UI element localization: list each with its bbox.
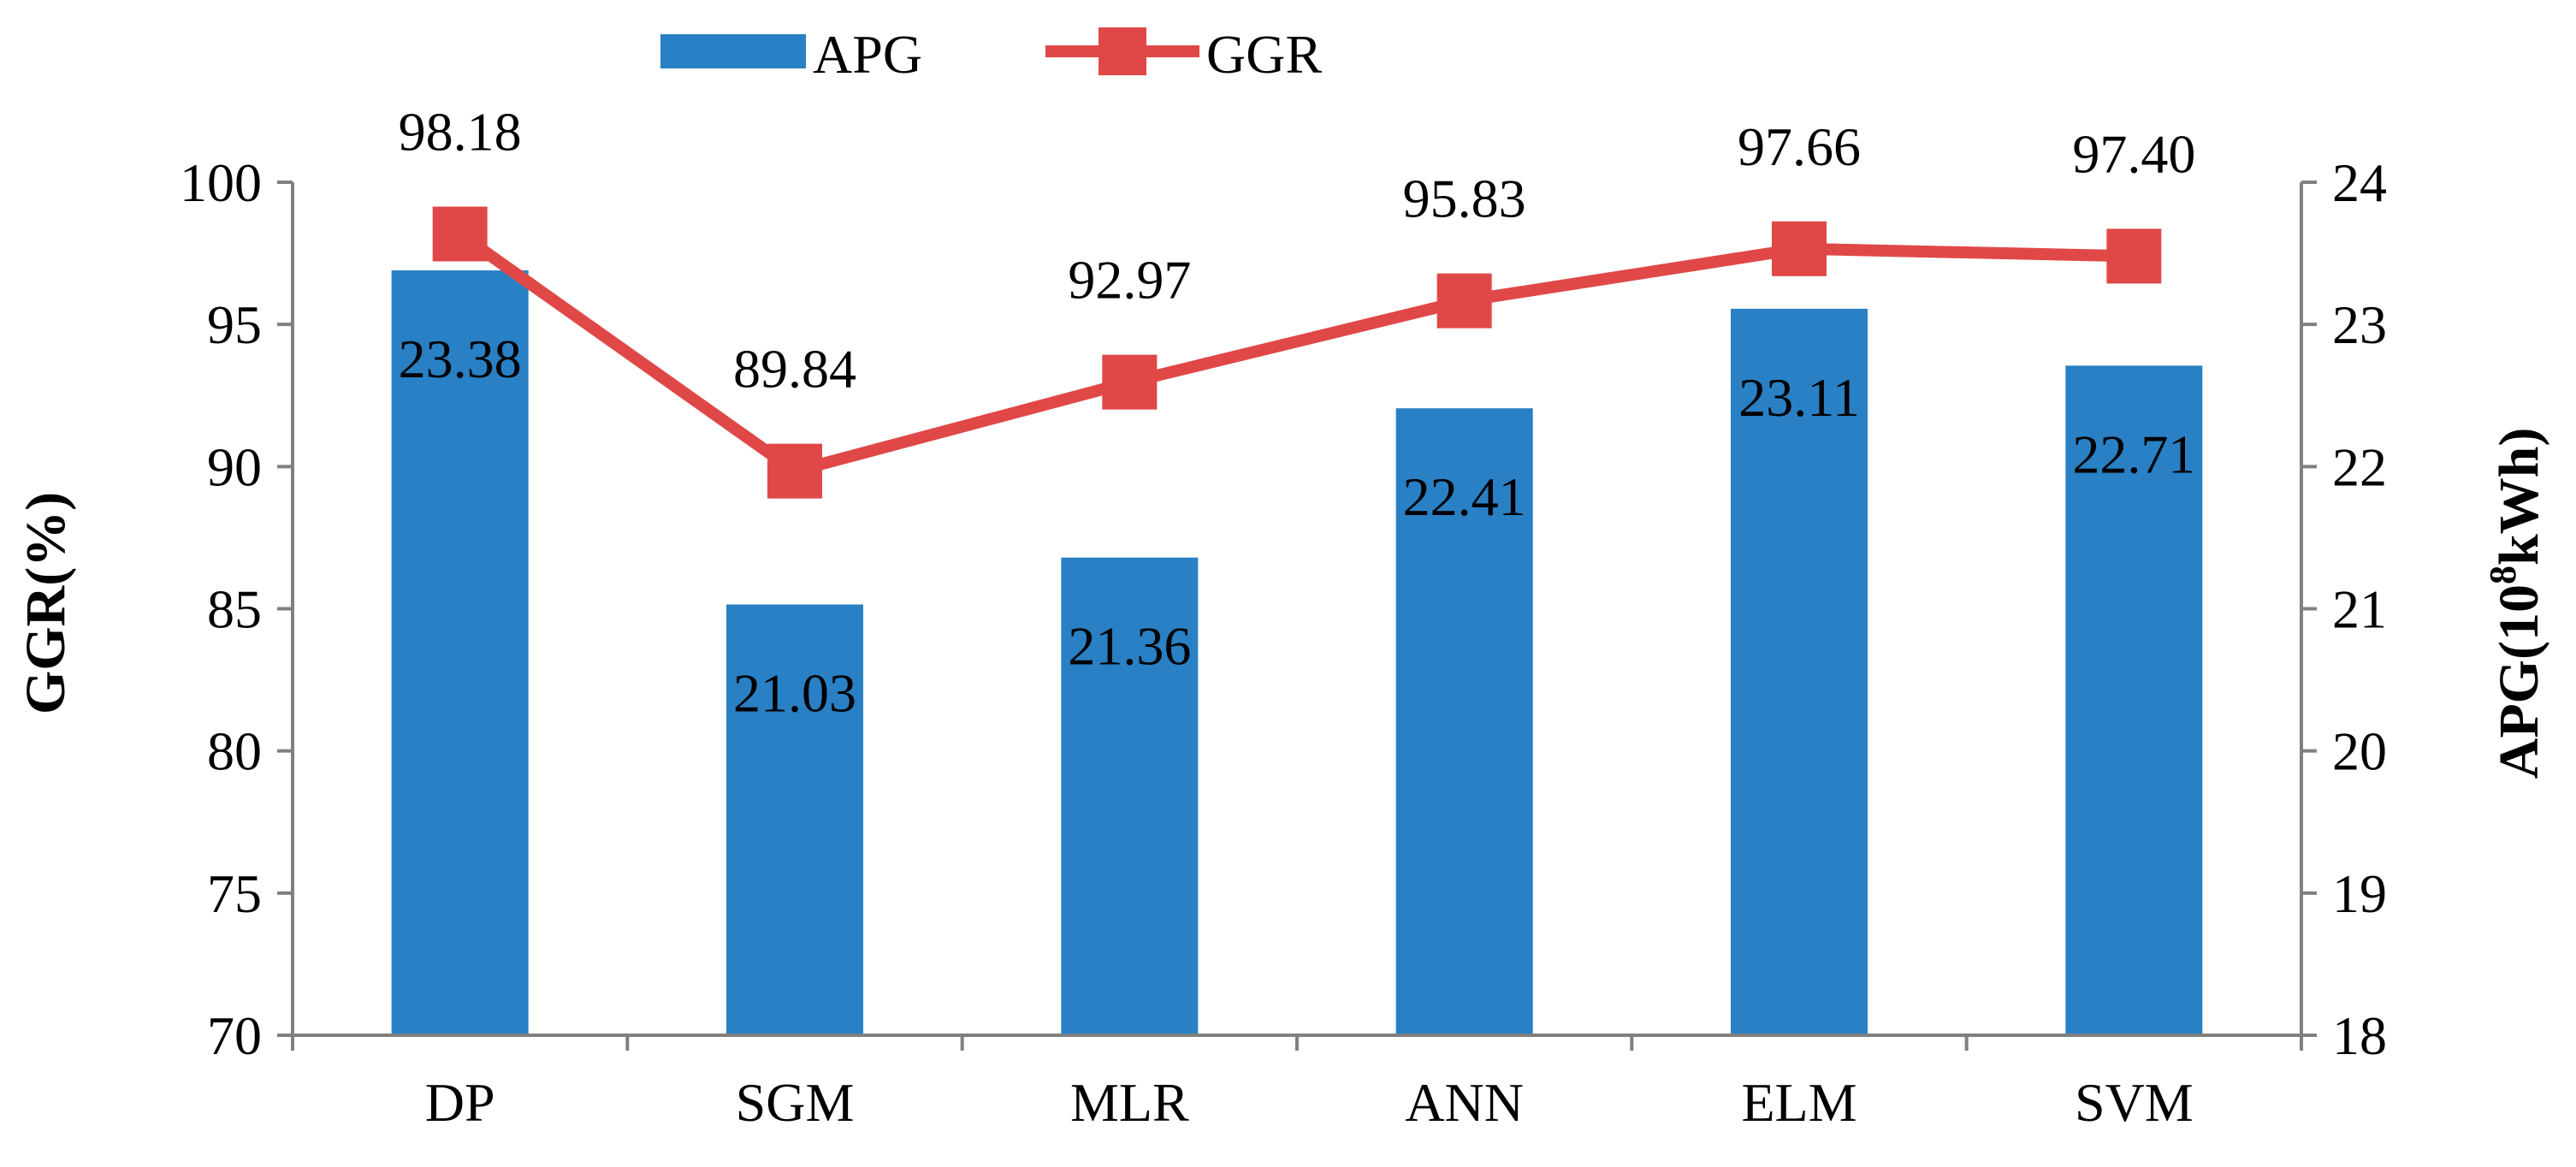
legend: APG GGR <box>660 24 1322 85</box>
legend-apg-label: APG <box>813 24 922 85</box>
apg-bar <box>1061 557 1199 1035</box>
right-axis-title-suffix: kWh) <box>2488 428 2550 566</box>
right-tick-label: 21 <box>2332 579 2387 640</box>
left-tick-label: 85 <box>207 579 262 640</box>
ggr-marker <box>1772 221 1827 276</box>
ggr-line <box>456 228 2135 477</box>
right-axis-ticks: 18 19 20 21 22 23 24 <box>2301 152 2387 1066</box>
ggr-data-label: 97.40 <box>2072 123 2195 184</box>
ggr-data-labels: 98.18 89.84 92.97 95.83 97.66 97.40 <box>399 101 2196 399</box>
right-tick-label: 20 <box>2332 721 2387 782</box>
x-tick-label: MLR <box>1070 1072 1189 1133</box>
x-tick-label: ANN <box>1405 1072 1524 1133</box>
x-tick-label: SVM <box>2075 1072 2194 1133</box>
right-axis-title-prefix: APG(10 <box>2488 584 2550 779</box>
apg-bar <box>726 604 863 1035</box>
ggr-data-label: 92.97 <box>1068 250 1191 311</box>
left-tick-label: 70 <box>207 1005 262 1066</box>
x-tick-label: SGM <box>736 1072 855 1133</box>
left-axis-title: GGR(%) <box>15 492 77 714</box>
left-tick-label: 80 <box>207 721 262 782</box>
left-tick-label: 90 <box>207 436 262 497</box>
left-tick-label: 95 <box>207 294 262 355</box>
ggr-marker <box>1102 354 1158 410</box>
right-tick-label: 22 <box>2332 436 2387 497</box>
x-tick-label: DP <box>425 1072 495 1133</box>
legend-apg-swatch <box>660 34 806 68</box>
ggr-markers <box>432 206 2162 499</box>
right-tick-label: 23 <box>2332 294 2387 355</box>
ggr-data-label: 89.84 <box>733 339 856 400</box>
legend-ggr-marker <box>1099 27 1146 75</box>
apg-bar <box>391 270 529 1036</box>
ggr-marker <box>2106 228 2162 284</box>
right-axis-title-superscript: 8 <box>2482 566 2524 584</box>
left-tick-label: 100 <box>180 152 262 213</box>
apg-data-label: 21.03 <box>733 663 856 724</box>
left-tick-label: 75 <box>207 863 262 924</box>
ggr-marker <box>767 443 822 499</box>
apg-bar <box>2065 365 2203 1036</box>
apg-bar <box>1395 408 1533 1036</box>
apg-bar <box>1731 308 1868 1036</box>
apg-data-labels: 23.38 21.03 21.36 22.41 23.11 22.71 <box>399 329 2196 723</box>
x-tick-label: ELM <box>1741 1072 1856 1133</box>
right-tick-label: 18 <box>2332 1005 2387 1066</box>
ggr-marker <box>432 206 488 262</box>
apg-data-label: 22.71 <box>2072 424 2195 484</box>
ggr-line-series <box>456 228 2135 477</box>
apg-bars <box>391 270 2203 1036</box>
left-axis-ticks: 70 75 80 85 90 95 100 <box>180 152 293 1066</box>
right-tick-label: 19 <box>2332 863 2387 924</box>
ggr-marker <box>1436 273 1492 329</box>
legend-ggr-label: GGR <box>1206 24 1322 85</box>
ggr-data-label: 97.66 <box>1738 116 1861 177</box>
apg-data-label: 22.41 <box>1403 466 1526 527</box>
apg-data-label: 21.36 <box>1068 616 1191 677</box>
right-axis-title: APG(108kWh) <box>2482 428 2550 779</box>
ggr-data-label: 95.83 <box>1403 169 1526 229</box>
x-axis-ticks: DP SGM MLR ANN ELM SVM <box>291 1035 2303 1133</box>
ggr-data-label: 98.18 <box>399 101 522 162</box>
apg-data-label: 23.11 <box>1738 367 1860 428</box>
right-tick-label: 24 <box>2332 152 2387 213</box>
apg-data-label: 23.38 <box>399 329 522 389</box>
